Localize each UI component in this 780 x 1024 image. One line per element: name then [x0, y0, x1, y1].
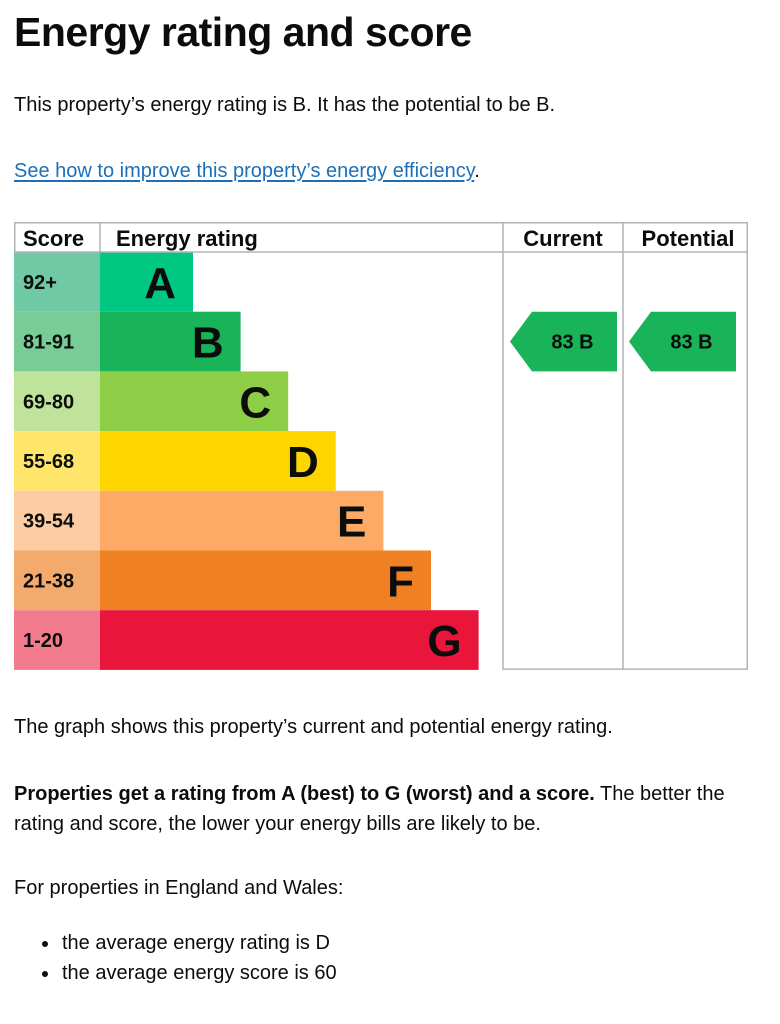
ratings-rest: The better the rating and score, the low…	[14, 783, 725, 835]
score-label-d: 55-68	[23, 451, 74, 473]
epc-grid-lines	[14, 222, 748, 670]
rating-header: Energy rating	[116, 226, 258, 251]
epc-chart: 92+ A81-91 B69-80 C55-68 D39-54 E21-38 F1-20 G …	[14, 222, 748, 670]
average-score-item: the average energy score is 60	[60, 958, 337, 988]
score-label-f: 21-38	[23, 570, 74, 592]
intro-text: This property’s energy rating is B. It h…	[14, 94, 556, 116]
rating-bar-f	[100, 550, 431, 611]
rating-letter-b: B	[192, 319, 224, 368]
page-title: Energy rating and score	[14, 9, 472, 55]
rating-letter-d: D	[287, 438, 319, 487]
score-label-g: 1-20	[23, 630, 63, 652]
rating-letter-e: E	[337, 498, 366, 547]
score-cell-f	[14, 550, 100, 611]
improve-suffix: .	[474, 160, 480, 182]
rating-bar-e	[100, 490, 384, 551]
score-label-e: 39-54	[23, 511, 75, 533]
rating-bar-d	[100, 431, 336, 491]
potential-header: Potential	[642, 226, 735, 251]
ratings-explanation: Properties get a rating from A (best) to…	[14, 779, 766, 839]
ratings-bold: Properties get a rating from A (best) to…	[14, 783, 595, 805]
rating-bar-g	[100, 610, 479, 670]
rating-letter-f: F	[387, 557, 414, 606]
england-wales-intro: For properties in England and Wales:	[14, 877, 344, 899]
score-cell-d	[14, 431, 100, 491]
score-label-b: 81-91	[23, 332, 74, 354]
graph-description: The graph shows this property’s current …	[14, 716, 613, 738]
average-rating-item: the average energy rating is D	[60, 928, 337, 958]
rating-bar-b	[100, 311, 241, 372]
current-header: Current	[523, 226, 603, 251]
improve-link[interactable]: See how to improve this property’s energ…	[14, 160, 475, 182]
epc-arrows: 83 B 83 B	[510, 311, 736, 372]
current-arrow-label: 83 B	[551, 332, 593, 354]
rating-letter-c: C	[239, 378, 271, 427]
epc-bands: 92+ A 81-91 B 69-80 C 55-68 D 39-54 E 21-38 F 1-20 G	[14, 252, 479, 670]
score-cell-a	[14, 252, 100, 312]
epc-headers: Score Energy rating Current Potential	[23, 226, 734, 251]
score-label-a: 92+	[23, 272, 57, 294]
score-header: Score	[23, 226, 84, 251]
rating-letter-g: G	[427, 617, 461, 666]
improve-paragraph: See how to improve this property’s energ…	[14, 156, 480, 186]
potential-arrow-label: 83 B	[670, 332, 712, 354]
current-arrow	[510, 311, 617, 372]
rating-letter-a: A	[144, 259, 176, 308]
score-cell-g	[14, 610, 100, 670]
potential-arrow	[629, 311, 736, 372]
score-cell-c	[14, 371, 100, 432]
rating-bar-a	[100, 252, 193, 312]
score-cell-e	[14, 490, 100, 551]
averages-list: the average energy rating is D the avera…	[14, 928, 337, 988]
score-cell-b	[14, 311, 100, 372]
score-label-c: 69-80	[23, 391, 74, 413]
rating-bar-c	[100, 371, 289, 432]
